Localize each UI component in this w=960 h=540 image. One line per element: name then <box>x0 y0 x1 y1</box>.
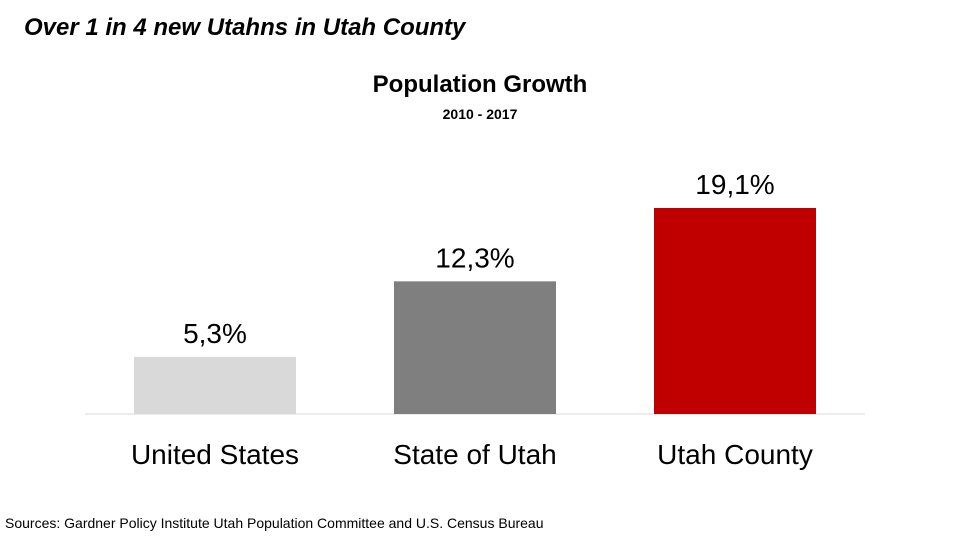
bar-chart: 5,3% United States 12,3% State of Utah 19,1%… <box>85 169 865 470</box>
bar-state-of-utah <box>394 281 556 414</box>
category-label: State of Utah <box>393 439 556 470</box>
bar-utah-county <box>654 208 816 414</box>
slide-title: Over 1 in 4 new Utahns in Utah County <box>24 14 466 41</box>
source-note: Sources: Gardner Policy Institute Utah P… <box>5 515 544 531</box>
data-label: 5,3% <box>183 318 247 349</box>
chart-subtitle: 2010 - 2017 <box>442 106 518 122</box>
category-label: United States <box>131 439 299 470</box>
data-label: 12,3% <box>435 242 514 273</box>
bar-united-states <box>134 356 296 414</box>
chart-title: Population Growth <box>372 71 588 98</box>
category-label: Utah County <box>657 439 813 470</box>
data-label: 19,1% <box>695 169 774 200</box>
